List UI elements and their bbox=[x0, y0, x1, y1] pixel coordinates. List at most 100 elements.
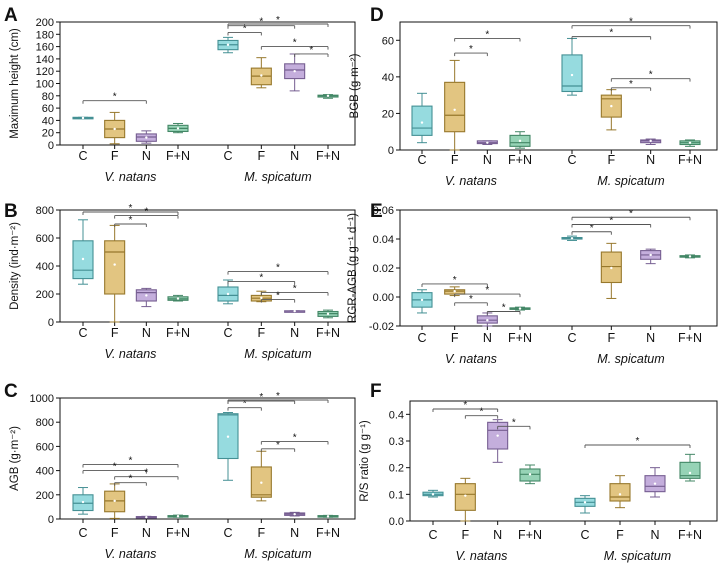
y-tick-label: 120 bbox=[36, 66, 54, 78]
significance-star: * bbox=[276, 391, 280, 402]
significance-star: * bbox=[293, 284, 297, 295]
y-tick-label: 0.02 bbox=[373, 263, 394, 275]
box-mean-point bbox=[326, 312, 330, 316]
y-tick-label: 400 bbox=[36, 261, 54, 273]
significance-star: * bbox=[276, 263, 280, 274]
x-tick-label: N bbox=[142, 149, 151, 163]
box-mean-point bbox=[260, 74, 263, 77]
x-tick-label: F bbox=[616, 528, 624, 542]
box-C bbox=[411, 105, 433, 136]
box-mean-point bbox=[293, 70, 296, 73]
x-tick-label: C bbox=[78, 149, 87, 163]
box-F bbox=[609, 483, 631, 502]
x-tick-label: C bbox=[417, 153, 426, 167]
significance-star: * bbox=[129, 456, 133, 467]
y-tick-label: 800 bbox=[36, 417, 54, 429]
box-mean-point bbox=[453, 290, 456, 293]
x-tick-label: F+N bbox=[316, 326, 340, 340]
group-label: V. natans bbox=[456, 549, 508, 563]
y-tick-label: 160 bbox=[36, 42, 54, 54]
group-label: M. spicatum bbox=[244, 547, 311, 561]
significance-star: * bbox=[276, 15, 280, 26]
significance-star: * bbox=[309, 45, 313, 56]
y-tick-label: 0 bbox=[48, 140, 54, 152]
box-mean-point bbox=[326, 94, 330, 98]
x-tick-label: N bbox=[290, 526, 299, 540]
significance-star: * bbox=[629, 208, 633, 219]
box-C bbox=[561, 54, 583, 93]
group-label: M. spicatum bbox=[604, 549, 671, 563]
y-tick-label: 1000 bbox=[30, 393, 54, 405]
box-mean-point bbox=[176, 297, 180, 300]
panel-label-D: D bbox=[370, 5, 384, 26]
box-mean-point bbox=[420, 298, 424, 302]
significance-star: * bbox=[259, 392, 263, 403]
box-mean-point bbox=[176, 515, 180, 518]
box-mean-point bbox=[81, 257, 85, 261]
box-mean-point bbox=[649, 139, 652, 143]
x-tick-label: N bbox=[650, 528, 659, 542]
significance-star: * bbox=[113, 462, 117, 473]
x-tick-label: F+N bbox=[316, 526, 340, 540]
y-tick-label: 0 bbox=[48, 317, 54, 329]
significance-star: * bbox=[636, 436, 640, 447]
x-tick-label: F+N bbox=[678, 331, 702, 345]
x-tick-label: F+N bbox=[166, 326, 190, 340]
y-tick-label: 200 bbox=[36, 17, 54, 29]
box-mean-point bbox=[420, 121, 424, 124]
box-mean-point bbox=[176, 127, 180, 130]
significance-star: * bbox=[590, 223, 594, 234]
significance-star: * bbox=[243, 399, 247, 410]
x-tick-label: N bbox=[483, 331, 492, 345]
box-mean-point bbox=[113, 127, 116, 131]
y-tick-label: 0.06 bbox=[373, 205, 394, 217]
y-tick-label: 0.0 bbox=[389, 516, 404, 528]
box-mean-point bbox=[226, 43, 230, 46]
y-tick-label: 80 bbox=[42, 91, 54, 103]
x-tick-label: C bbox=[78, 526, 87, 540]
plot-frame-D bbox=[399, 21, 718, 151]
group-label: M. spicatum bbox=[244, 170, 311, 184]
group-label: V. natans bbox=[105, 347, 157, 361]
x-tick-label: N bbox=[646, 153, 655, 167]
box-mean-point bbox=[618, 493, 622, 496]
box-mean-point bbox=[486, 141, 489, 144]
box-mean-point bbox=[496, 434, 499, 437]
x-tick-label: C bbox=[223, 326, 232, 340]
significance-star: * bbox=[259, 17, 263, 28]
box-F bbox=[444, 81, 466, 133]
box-mean-point bbox=[518, 307, 522, 310]
y-tick-label: 180 bbox=[36, 29, 54, 41]
significance-star: * bbox=[502, 303, 506, 314]
significance-star: * bbox=[129, 203, 133, 214]
box-mean-point bbox=[570, 237, 574, 240]
box-mean-point bbox=[688, 255, 692, 258]
x-tick-label: N bbox=[290, 326, 299, 340]
panel-label-F: F bbox=[370, 381, 382, 402]
y-axis-label: Maximum height (cm) bbox=[9, 28, 21, 139]
box-mean-point bbox=[453, 108, 456, 111]
x-tick-label: F bbox=[258, 149, 266, 163]
box-mean-point bbox=[583, 501, 587, 504]
box-F+N bbox=[679, 461, 701, 479]
box-mean-point bbox=[226, 292, 230, 296]
x-tick-label: F bbox=[608, 331, 616, 345]
box-mean-point bbox=[145, 294, 148, 297]
box-mean-point bbox=[518, 139, 522, 143]
box-mean-point bbox=[326, 515, 330, 518]
group-label: V. natans bbox=[445, 352, 497, 366]
plot-frame-F bbox=[409, 400, 718, 522]
x-tick-label: F bbox=[608, 153, 616, 167]
significance-star: * bbox=[629, 79, 633, 90]
y-tick-label: 20 bbox=[42, 128, 54, 140]
x-tick-label: F+N bbox=[166, 149, 190, 163]
y-tick-label: 0.4 bbox=[389, 409, 404, 421]
x-tick-label: C bbox=[223, 526, 232, 540]
x-tick-label: C bbox=[428, 528, 437, 542]
y-tick-label: 0.1 bbox=[389, 489, 404, 501]
y-tick-label: 0.00 bbox=[373, 292, 394, 304]
group-label: M. spicatum bbox=[244, 347, 311, 361]
y-tick-label: 800 bbox=[36, 205, 54, 217]
x-tick-label: C bbox=[417, 331, 426, 345]
significance-star: * bbox=[144, 207, 148, 218]
